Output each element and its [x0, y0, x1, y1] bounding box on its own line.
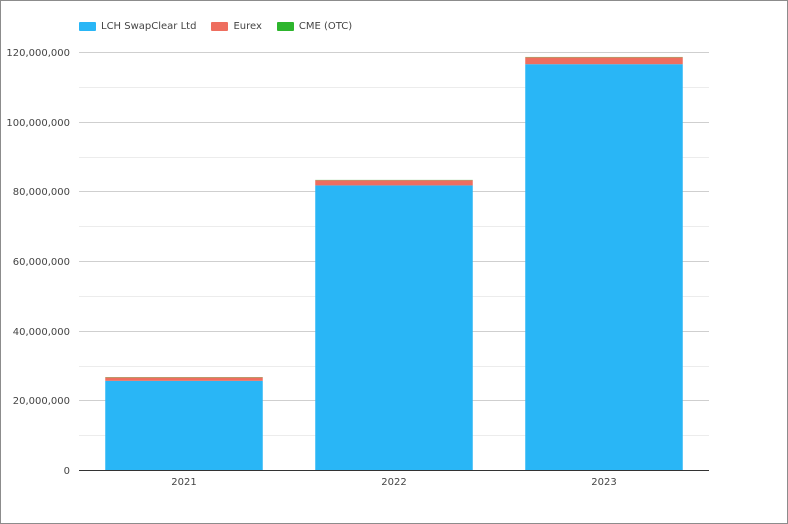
y-tick-label: 20,000,000: [13, 396, 70, 407]
bar-segment: [315, 185, 473, 470]
y-tick-label: 60,000,000: [13, 257, 70, 268]
chart-legend: LCH SwapClear Ltd Eurex CME (OTC): [79, 21, 367, 32]
legend-label-lch: LCH SwapClear Ltd: [101, 21, 197, 32]
y-tick-label: 120,000,000: [6, 48, 70, 59]
bar-segment: [105, 380, 263, 470]
x-tick-label: 2023: [591, 477, 616, 488]
y-tick-label: 100,000,000: [6, 118, 70, 129]
bar-segment: [525, 64, 683, 470]
x-tick-label: 2022: [381, 477, 406, 488]
legend-item-cme[interactable]: CME (OTC): [276, 21, 353, 32]
y-tick-label: 80,000,000: [13, 187, 70, 198]
legend-label-cme: CME (OTC): [298, 21, 353, 32]
bar-segment: [105, 377, 263, 381]
y-tick-label: 40,000,000: [13, 327, 70, 338]
x-tick-label: 2021: [171, 477, 196, 488]
legend-item-lch[interactable]: LCH SwapClear Ltd: [79, 21, 196, 32]
legend-swatch-cme: [276, 22, 294, 31]
legend-item-eurex[interactable]: Eurex: [211, 21, 262, 32]
bar-segment: [315, 180, 473, 186]
legend-label-eurex: Eurex: [233, 21, 262, 32]
bar-segment: [525, 57, 683, 65]
legend-swatch-lch: [79, 22, 96, 31]
legend-swatch-eurex: [211, 22, 229, 31]
y-tick-label: 0: [64, 466, 70, 477]
